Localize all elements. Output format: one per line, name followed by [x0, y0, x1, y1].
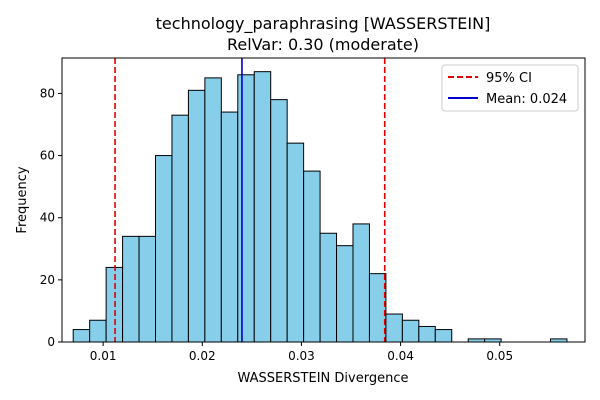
histogram-bar [122, 235, 140, 343]
histogram-bar [204, 77, 222, 343]
histogram-bar [418, 325, 436, 343]
histogram-bar [270, 99, 288, 343]
histogram-bar [72, 329, 91, 343]
x-tick-label: 0.05 [486, 349, 513, 363]
y-tick-label: 80 [40, 86, 55, 100]
y-tick-label: 0 [47, 335, 55, 349]
histogram-bar [319, 232, 338, 343]
histogram-bar [434, 329, 453, 343]
histogram-bar [171, 114, 189, 343]
histogram-bar [253, 71, 272, 343]
histogram-bar [352, 223, 370, 343]
histogram-bar [303, 170, 321, 343]
histogram-bar [138, 235, 156, 343]
histogram-bar [336, 245, 354, 343]
histogram-bar [154, 155, 173, 343]
legend-mean-label: Mean: 0.024 [486, 92, 567, 107]
histogram-bars [72, 71, 568, 343]
histogram-bar [401, 319, 420, 343]
reference-lines [114, 58, 386, 342]
histogram-bar [89, 319, 107, 343]
histogram-bar [187, 89, 206, 343]
histogram-bar [237, 74, 255, 343]
legend: 95% CI Mean: 0.024 [441, 64, 579, 112]
y-tick-label: 40 [40, 211, 55, 225]
x-tick-label: 0.03 [288, 349, 315, 363]
plot-frame [61, 57, 586, 343]
x-axis-ticks: 0.01 0.02 0.03 0.04 0.05 [90, 342, 513, 363]
y-tick-label: 60 [40, 149, 55, 163]
histogram-bar [368, 273, 387, 343]
x-tick-label: 0.04 [387, 349, 414, 363]
histogram-bar [286, 142, 305, 343]
histogram-bar [385, 313, 403, 343]
y-axis-ticks: 0 20 40 60 80 [40, 86, 62, 349]
x-axis-label: WASSERSTEIN Divergence [238, 371, 409, 386]
chart-title: technology_paraphrasing [WASSERSTEIN] [156, 14, 491, 34]
histogram-bar [220, 111, 239, 343]
x-tick-label: 0.01 [90, 349, 117, 363]
y-tick-label: 20 [40, 273, 55, 287]
y-axis-label: Frequency [15, 166, 30, 233]
x-tick-label: 0.02 [189, 349, 216, 363]
legend-ci-label: 95% CI [486, 71, 532, 86]
chart-subtitle: RelVar: 0.30 (moderate) [227, 35, 419, 54]
